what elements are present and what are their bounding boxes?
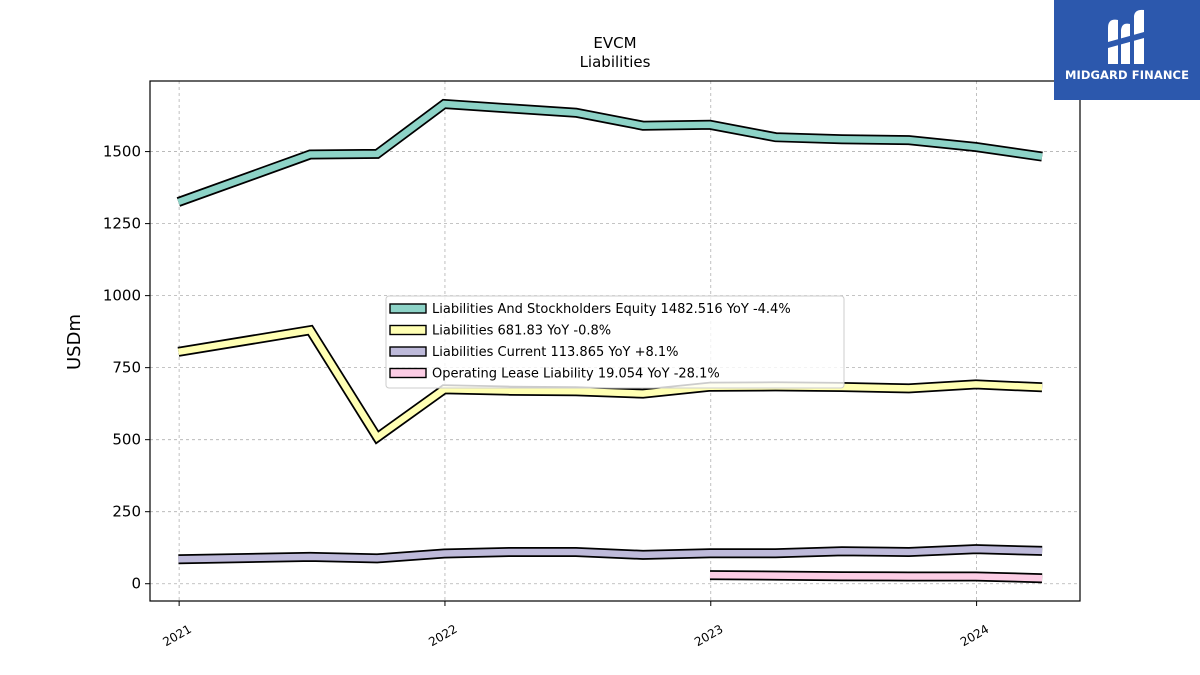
midgard-finance-logo-icon xyxy=(1108,9,1144,65)
y-tick-label: 250 xyxy=(112,503,141,521)
legend-swatch xyxy=(389,324,427,336)
legend-swatch xyxy=(389,303,427,314)
series-line-3 xyxy=(709,571,1043,582)
x-tick-label: 2024 xyxy=(958,622,991,649)
chart-title: EVCM xyxy=(593,34,636,52)
legend-label: Liabilities And Stockholders Equity 1482… xyxy=(432,302,791,317)
plot-frame xyxy=(149,80,1081,602)
brand-logo: MIDGARD FINANCE xyxy=(1054,0,1200,100)
y-tick-label: 1250 xyxy=(103,215,141,233)
series-lines xyxy=(176,98,1043,584)
legend-box xyxy=(385,295,845,389)
y-axis-label: USDm xyxy=(64,314,85,370)
legend-label: Liabilities Current 113.865 YoY +8.1% xyxy=(432,345,679,360)
legend-label: Operating Lease Liability 19.054 YoY -28… xyxy=(432,367,720,382)
chart-subtitle: Liabilities xyxy=(580,53,651,71)
y-tick-label: 1500 xyxy=(103,143,141,161)
series-line-2 xyxy=(178,545,1043,563)
legend-label: Liabilities 681.83 YoY -0.8% xyxy=(432,324,611,339)
y-tick-label: 750 xyxy=(112,359,141,377)
series-line-0 xyxy=(177,100,1043,206)
y-tick-label: 1000 xyxy=(103,287,141,305)
legend: Liabilities And Stockholders Equity 1482… xyxy=(385,295,845,389)
y-tick-label: 0 xyxy=(131,575,141,593)
axis-ticks: 0 250 500 750 1000 1250 1500 2021 2022 2023 2024 xyxy=(103,143,992,650)
legend-swatch xyxy=(389,367,427,379)
y-tick-label: 500 xyxy=(112,431,141,449)
brand-name: MIDGARD FINANCE xyxy=(1064,68,1190,82)
legend-swatch xyxy=(389,346,427,357)
x-tick-label: 2022 xyxy=(426,622,459,649)
x-tick-label: 2021 xyxy=(160,622,193,649)
x-tick-label: 2023 xyxy=(692,622,725,649)
series-line-1 xyxy=(177,326,1043,443)
